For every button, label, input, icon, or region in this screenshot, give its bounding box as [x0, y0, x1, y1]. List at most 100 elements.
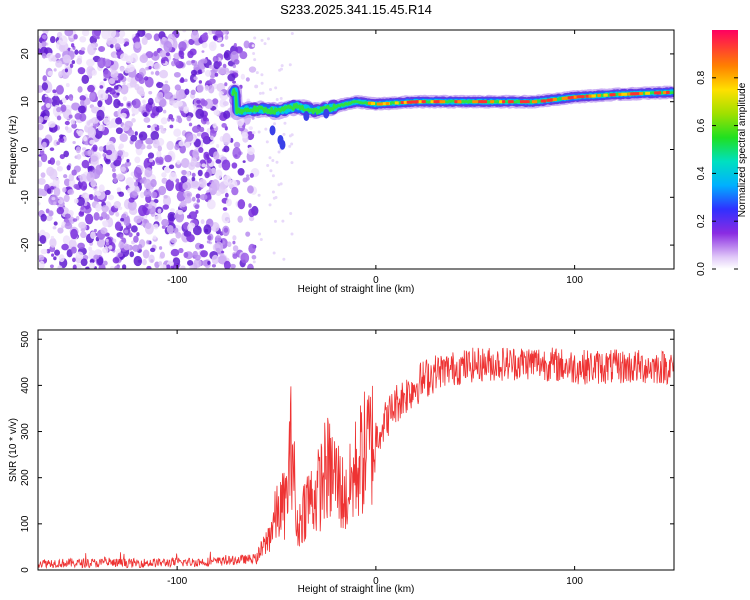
spectrogram-noise-mark [117, 79, 121, 84]
spectrogram-noise-mark [224, 34, 229, 40]
spectrogram-noise-mark [105, 89, 109, 94]
spectrogram-noise-mark [215, 169, 223, 180]
spectrogram-noise-mark [72, 218, 78, 222]
snr-frame [37, 329, 675, 571]
spectrogram-noise-mark [226, 198, 232, 207]
spectrogram-noise-mark [222, 63, 227, 69]
spectrogram-noise-mark [146, 60, 154, 69]
spectrogram-noise-mark [212, 35, 217, 40]
spectrogram-noise-mark [101, 205, 109, 213]
spectrogram-noise-mark [81, 74, 90, 85]
spectrogram-noise-mark [273, 122, 277, 126]
spectrogram-noise-mark [134, 139, 142, 150]
spectrogram-noise-mark [155, 70, 160, 76]
spectrogram-noise-mark [127, 129, 135, 137]
spectrogram-noise-mark [245, 231, 251, 237]
spectrogram-noise-mark [207, 260, 211, 265]
spectrogram-noise-mark [71, 60, 76, 65]
spectrogram-noise-mark [128, 197, 135, 203]
spectrogram-noise-mark [248, 216, 255, 222]
spectrogram-noise-mark [142, 259, 147, 266]
spectrogram-noise-mark [64, 213, 71, 219]
spectrogram-noise-mark [147, 152, 155, 159]
spectrogram-noise-mark [139, 191, 145, 199]
spectrogram-noise-mark [99, 216, 104, 221]
spectrogram-noise-mark [198, 146, 204, 153]
colorbar-tick-label: 0.8 [696, 70, 707, 84]
spectrogram-noise-mark [231, 162, 238, 169]
spectrogram-noise-mark [77, 105, 86, 114]
spectrogram-noise-mark [150, 71, 154, 75]
spectrogram-noise-mark [188, 38, 195, 45]
spectrogram-noise-mark [148, 254, 155, 264]
spectrogram-noise-mark [231, 186, 239, 196]
spectrogram-noise-mark [273, 219, 277, 223]
spectrogram-peak-mark [540, 99, 547, 103]
spectrogram-noise-mark [252, 260, 256, 264]
spectrogram-noise-mark [61, 243, 69, 251]
spectrogram-noise-mark [288, 144, 292, 148]
spectrogram-noise-mark [261, 91, 265, 95]
spectrogram-noise-mark [143, 219, 148, 224]
spectrogram-peak-mark [657, 91, 662, 95]
spectrogram-noise-mark [131, 118, 136, 123]
spectrogram-noise-mark [52, 89, 57, 94]
spectrogram-noise-mark [42, 190, 48, 197]
spectrogram-noise-mark [54, 249, 61, 256]
spectrogram-noise-mark [237, 215, 243, 223]
spectrogram-noise-mark [208, 85, 215, 94]
spectrogram-noise-mark [186, 60, 192, 66]
spectrogram-noise-mark [64, 120, 70, 126]
spectrogram-noise-mark [71, 102, 81, 111]
spectrogram-noise-mark [278, 68, 282, 72]
spectrogram-noise-mark [122, 213, 127, 218]
spectrogram-noise-mark [190, 180, 200, 189]
spectrogram-peak-mark [403, 100, 408, 104]
spectrogram-noise-mark [86, 171, 95, 183]
spectrogram-peak-mark [421, 100, 426, 104]
spectrogram-noise-mark [99, 85, 104, 89]
spectrogram-noise-mark [77, 130, 84, 137]
spectrogram-peak-mark [633, 92, 637, 96]
spectrogram-noise-mark [195, 108, 205, 119]
spectrogram-peak-mark [481, 100, 487, 104]
spectrogram-marks [38, 30, 674, 269]
spectrogram-noise-mark [87, 43, 97, 56]
spectrogram-noise-mark [164, 89, 168, 94]
spectrogram-noise-mark [191, 176, 196, 182]
spectrogram-noise-mark [232, 64, 237, 69]
spectrogram-peak-mark [609, 93, 613, 97]
spectrogram-noise-mark [157, 92, 164, 100]
spectrogram-noise-mark [137, 243, 143, 250]
spectrogram-peak-mark [367, 101, 374, 105]
spectrogram-noise-mark [252, 52, 256, 56]
spectrogram-noise-mark [247, 42, 256, 49]
spectrogram-noise-mark [136, 232, 140, 237]
spectrogram-noise-mark [279, 97, 283, 101]
spectrogram-blob-mark [303, 111, 310, 122]
spectrogram-noise-mark [207, 235, 212, 241]
spectrogram-noise-mark [87, 126, 94, 134]
spectrogram-noise-mark [98, 45, 106, 52]
spectrogram-noise-mark [144, 203, 149, 208]
spectrogram-noise-mark [223, 227, 229, 233]
spectrogram-noise-mark [53, 256, 57, 261]
spectrogram-noise-mark [150, 130, 160, 141]
spectrogram-noise-mark [178, 50, 185, 58]
spectrogram-noise-mark [229, 263, 236, 269]
spectrogram-noise-mark [155, 106, 163, 113]
spectrogram-noise-mark [56, 141, 60, 146]
spectrogram-noise-mark [157, 145, 163, 152]
spectrogram-noise-mark [90, 231, 96, 240]
spectrogram-noise-mark [217, 61, 222, 67]
spectrogram-noise-mark [156, 81, 164, 89]
spectrogram-noise-mark [221, 159, 231, 171]
spectrogram-noise-mark [183, 252, 189, 258]
spectrogram-peak-mark [591, 94, 596, 98]
spectrogram-noise-mark [222, 89, 226, 93]
spectrogram-noise-mark [48, 210, 54, 217]
spectrogram-noise-mark [200, 99, 208, 107]
spectrogram-noise-mark [130, 134, 138, 142]
spectrogram-noise-mark [64, 30, 74, 37]
spectrogram-noise-mark [237, 199, 246, 210]
